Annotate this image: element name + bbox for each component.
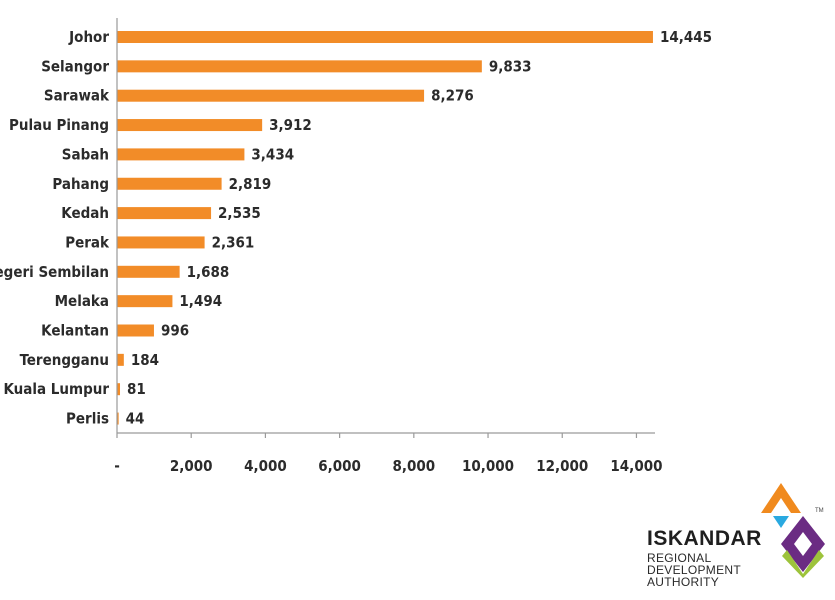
bar bbox=[117, 383, 121, 396]
value-label: 1,494 bbox=[179, 292, 222, 310]
x-tick-label: 12,000 bbox=[536, 457, 588, 475]
category-label: Pulau Pinang bbox=[9, 116, 109, 134]
logo-purple-diamond-hole bbox=[794, 532, 812, 556]
logo-blue-triangle bbox=[773, 516, 789, 528]
category-label: Sabah bbox=[62, 145, 109, 163]
category-label: Johor bbox=[68, 28, 109, 46]
category-label: Kedah bbox=[61, 204, 109, 222]
x-tick-label: 8,000 bbox=[392, 457, 435, 475]
x-tick-label: 4,000 bbox=[244, 457, 287, 475]
category-label: Kuala Lumpur bbox=[3, 380, 109, 398]
value-label: 3,434 bbox=[251, 145, 294, 163]
logo-line-authority: AUTHORITY bbox=[647, 575, 720, 589]
logo-trademark: TM bbox=[815, 508, 824, 514]
bar bbox=[117, 353, 124, 366]
value-label: 2,819 bbox=[229, 175, 272, 193]
value-label: 44 bbox=[126, 410, 145, 428]
category-label: Perak bbox=[65, 233, 110, 251]
logo-orange-chevron bbox=[761, 483, 801, 513]
category-label: Melaka bbox=[55, 292, 109, 310]
category-label: Perlis bbox=[66, 410, 109, 428]
value-label: 81 bbox=[127, 380, 146, 398]
category-label: Negeri Sembilan bbox=[0, 263, 109, 281]
value-label: 996 bbox=[161, 322, 189, 340]
category-label: Kelantan bbox=[41, 322, 109, 340]
logo-green-chevron bbox=[782, 550, 824, 578]
bar bbox=[117, 265, 180, 278]
bar bbox=[117, 324, 154, 337]
bars-group bbox=[117, 31, 653, 425]
x-tick-label: 14,000 bbox=[610, 457, 662, 475]
bar bbox=[117, 119, 263, 132]
bar bbox=[117, 295, 173, 308]
category-label: Selangor bbox=[41, 57, 109, 75]
iskandar-logo: ISKANDAR TM REGIONAL DEVELOPMENT AUTHORI… bbox=[640, 478, 835, 600]
bar bbox=[117, 207, 212, 220]
x-tick-label: - bbox=[114, 457, 120, 475]
category-label: Pahang bbox=[52, 175, 109, 193]
bar bbox=[117, 89, 425, 102]
category-labels: Johor Selangor Sarawak Pulau Pinang Sabah Pah… bbox=[0, 28, 110, 428]
x-tick-label: 2,000 bbox=[170, 457, 213, 475]
bar bbox=[117, 148, 245, 161]
bar bbox=[117, 412, 119, 425]
value-label: 9,833 bbox=[489, 57, 532, 75]
logo-name: ISKANDAR bbox=[647, 527, 762, 550]
value-label: 2,361 bbox=[212, 233, 255, 251]
bar bbox=[117, 177, 222, 190]
logo-line-development: DEVELOPMENT bbox=[647, 563, 741, 577]
value-label: 2,535 bbox=[218, 204, 261, 222]
value-label: 8,276 bbox=[431, 87, 474, 105]
bar bbox=[117, 60, 482, 73]
iskandar-logo-mark bbox=[761, 483, 825, 578]
axes-group bbox=[116, 18, 655, 438]
value-label: 1,688 bbox=[187, 263, 230, 281]
tick-labels: - 2,000 4,000 6,000 8,000 10,000 12,000 14,000 bbox=[114, 457, 662, 475]
logo-line-regional: REGIONAL bbox=[647, 551, 712, 565]
value-label: 14,445 bbox=[660, 28, 712, 46]
category-label: Sarawak bbox=[44, 87, 110, 105]
bar bbox=[117, 236, 205, 249]
value-label: 3,912 bbox=[269, 116, 312, 134]
value-label: 184 bbox=[131, 351, 159, 369]
x-tick-label: 10,000 bbox=[462, 457, 514, 475]
category-label: Terengganu bbox=[20, 351, 109, 369]
value-labels: 14,445 9,833 8,276 3,912 3,434 2,819 2,535 2,36… bbox=[126, 28, 712, 428]
bar bbox=[117, 31, 653, 43]
x-tick-label: 6,000 bbox=[318, 457, 361, 475]
